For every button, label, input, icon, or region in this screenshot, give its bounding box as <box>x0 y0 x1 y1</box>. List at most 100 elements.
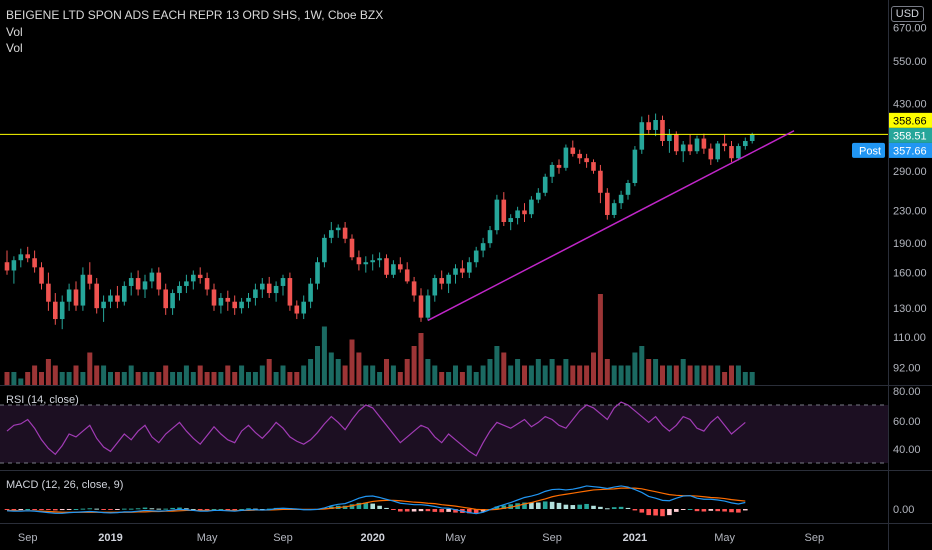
volume-bar <box>301 365 307 385</box>
candle <box>142 274 148 298</box>
time-tick-label: 2019 <box>98 532 122 544</box>
macd-histogram-bar <box>701 509 707 512</box>
macd-histogram-bar <box>722 509 727 512</box>
candle <box>687 134 693 155</box>
candle-body <box>425 295 431 318</box>
rsi-legend: RSI (14, close) <box>6 394 79 406</box>
volume-bar <box>515 359 521 385</box>
candle-body <box>246 297 251 302</box>
volume-bar <box>570 365 576 385</box>
candle <box>460 260 465 279</box>
volume-bar <box>377 372 383 385</box>
trendline[interactable] <box>427 130 795 322</box>
volume-bar <box>121 372 127 385</box>
time-axis[interactable]: Sep 2019 May Sep 2020 May Sep 2021 May Sep <box>18 532 824 544</box>
candle <box>184 274 189 294</box>
macd-histogram-bar <box>349 504 355 509</box>
macd-histogram-bar <box>570 505 576 509</box>
volume-bar <box>722 372 728 385</box>
volume-bar <box>190 372 196 385</box>
candle <box>253 283 258 306</box>
candle <box>577 149 582 164</box>
price-tick-label: 230.00 <box>893 205 927 217</box>
candle <box>411 276 417 302</box>
volume-bar <box>639 346 645 385</box>
macd-histogram-bar <box>384 507 389 509</box>
volume-bar <box>142 372 148 385</box>
macd-histogram-bar <box>211 509 217 510</box>
volume-bar <box>384 359 389 385</box>
volume-bar <box>749 372 755 385</box>
currency-button[interactable]: USD <box>890 6 924 22</box>
candle-body <box>204 278 210 290</box>
macd-histogram-bar <box>611 507 617 509</box>
time-tick-label: May <box>445 532 466 544</box>
volume-bar <box>149 372 155 385</box>
candle <box>370 254 375 271</box>
candle-body <box>349 238 355 258</box>
candle <box>149 268 155 289</box>
time-tick-label: Sep <box>542 532 562 544</box>
candle-body <box>4 262 10 271</box>
volume-bar <box>632 352 638 385</box>
macd-histogram-bar <box>135 508 141 510</box>
macd-histogram-bar <box>687 509 693 510</box>
price-tick-label: 430.00 <box>893 98 927 110</box>
candle <box>674 131 679 155</box>
candle-body <box>329 230 334 238</box>
volume-bar <box>729 365 734 385</box>
macd-histogram-bar <box>177 507 182 509</box>
candle <box>156 267 162 296</box>
price-tick-label: 190.00 <box>893 238 927 250</box>
candle <box>453 264 458 284</box>
macd-histogram-bar <box>563 504 569 509</box>
candle <box>301 295 306 320</box>
candle <box>736 143 741 161</box>
macd-histogram-bar <box>363 502 369 509</box>
post-market-label: Post 357.66 <box>852 142 932 158</box>
candle <box>467 257 472 279</box>
volume-bar <box>584 365 590 385</box>
macd-histogram-bar <box>646 509 651 516</box>
candle <box>73 281 79 311</box>
candle <box>529 196 534 219</box>
macd-histogram-bar <box>204 509 210 510</box>
candle-body <box>142 281 148 290</box>
volume-bar <box>611 365 617 385</box>
volume-bar <box>52 365 58 385</box>
macd-histogram-bar <box>598 506 603 509</box>
volume-bar <box>742 372 748 385</box>
candle <box>342 222 348 244</box>
macd-histogram-bar <box>246 508 251 510</box>
macd-histogram-bar <box>439 509 444 513</box>
volume-bar <box>480 365 486 385</box>
candle-body <box>342 227 348 239</box>
macd-histogram-bar <box>577 504 582 509</box>
candle <box>508 214 513 231</box>
macd-histogram-bar <box>708 509 714 511</box>
candle-body <box>177 285 182 294</box>
time-tick-label: Sep <box>273 532 293 544</box>
volume-bar <box>466 365 472 385</box>
volume-bar <box>646 359 652 385</box>
volume-bar <box>356 352 362 385</box>
candle-body <box>508 218 513 223</box>
volume-bar <box>528 365 534 385</box>
volume-bar <box>597 294 603 385</box>
candle-body <box>128 278 134 286</box>
macd-histogram-bar <box>356 502 362 509</box>
volume-bar <box>473 372 479 385</box>
candle-body <box>694 138 700 152</box>
macd-pane <box>4 485 748 517</box>
candle-body <box>625 182 631 195</box>
candle-body <box>494 199 500 231</box>
candle-body <box>273 285 279 294</box>
macd-histogram-bar <box>694 509 700 512</box>
volume-bar <box>94 365 100 385</box>
price-axis[interactable]: 670.00 550.00 430.00 290.00 230.00 190.00 160.… <box>893 22 927 374</box>
volume-bars <box>4 294 755 385</box>
macd-legend: MACD (12, 26, close, 9) <box>6 479 124 491</box>
macd-histogram-bar <box>377 505 382 509</box>
macd-histogram-bar <box>453 509 458 513</box>
